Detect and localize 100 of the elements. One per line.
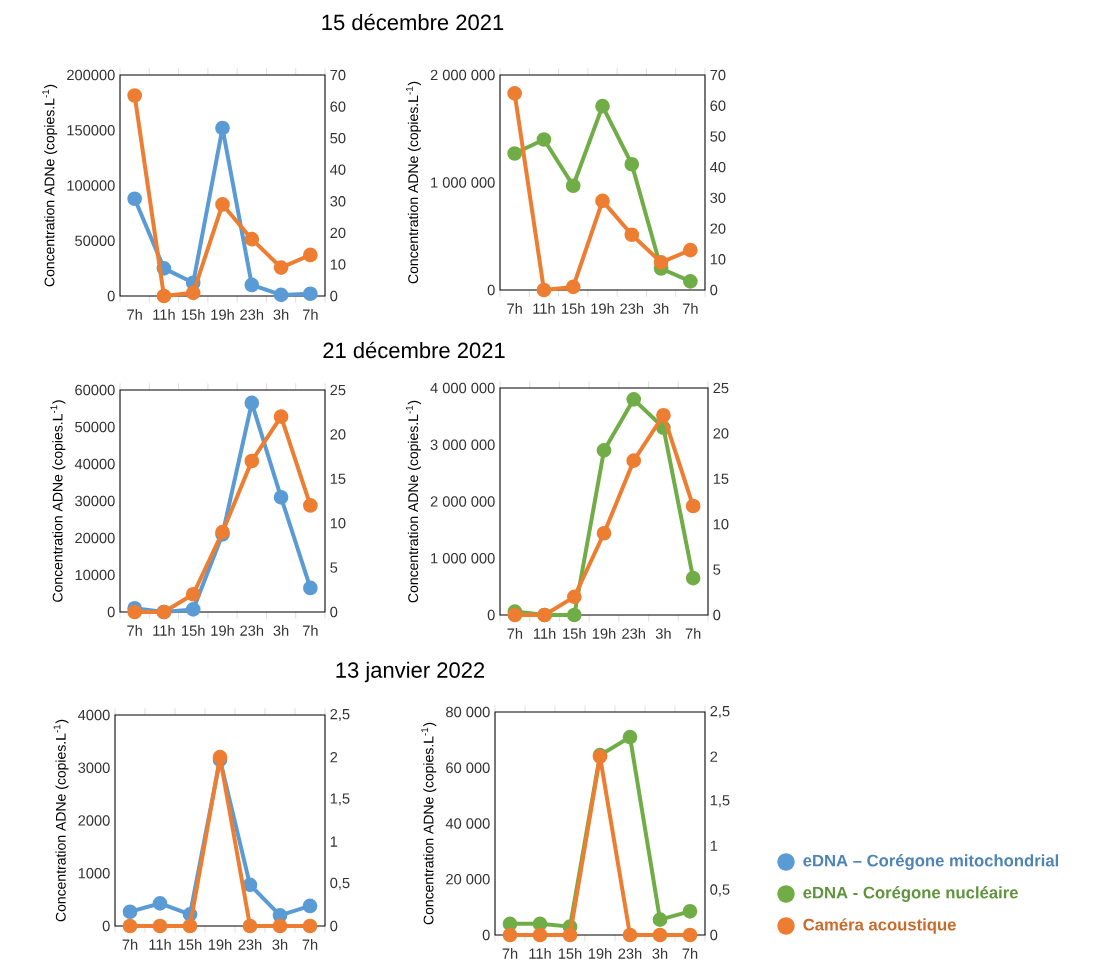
x-tick-label: 3h [272,939,288,950]
y2-tick-label: 10 [330,518,346,529]
y2-tick-label: 30 [330,196,346,207]
x-tick-label: 23h [620,303,644,314]
y2-tick-label: 60 [710,100,726,111]
y-tick-label: 1 000 000 [431,177,495,188]
x-tick-label: 15h [563,628,586,639]
y2-tick-label: 0 [330,290,338,302]
x-tick-label: 7h [302,939,318,950]
y-tick-label: 50000 [75,421,115,433]
y2-tick-label: 2 [330,752,338,763]
y2-tick-label: 0 [710,929,718,941]
y-tick-label: 2 000 000 [430,496,495,507]
y-axis-title: Concentration ADNe (copies.L$^{-1}$) [50,400,66,602]
y2-tick-label: 40 [710,161,726,173]
y-tick-label: 0 [482,929,490,941]
y-tick-label: 200000 [67,69,115,81]
y2-tick-label: 70 [710,69,726,81]
y2-tick-label: 15 [713,473,729,484]
y2-tick-label: 1,5 [710,795,730,808]
x-tick-label: 19h [211,625,234,636]
x-tick-label: 7h [302,309,318,320]
y-tick-label: 4 000 000 [430,382,495,394]
y2-tick-label: 15 [330,473,346,484]
y-tick-label: 0 [107,290,115,302]
y2-tick-label: 0 [710,284,718,296]
legend-label: eDNA - Corégone nucléaire [803,886,1018,902]
x-tick-label: 3h [273,309,289,320]
x-tick-label: 11h [529,948,551,959]
y2-tick-label: 0 [330,606,338,618]
x-tick-label: 3h [652,948,668,959]
x-tick-label: 19h [591,303,614,314]
y-tick-label: 4000 [78,709,110,721]
y2-tick-label: 5 [330,562,338,573]
x-tick-label: 7h [682,303,698,314]
x-tick-label: 15h [182,625,205,636]
y2-tick-label: 50 [710,131,726,142]
x-tick-label: 3h [655,628,671,639]
y-tick-label: 150000 [67,125,115,136]
x-tick-label: 7h [685,628,701,639]
y2-tick-label: 0 [330,920,338,932]
x-tick-label: 23h [622,628,645,639]
x-tick-label: 15h [558,948,582,959]
y-tick-label: 80 000 [446,706,490,718]
y2-tick-label: 20 [710,223,726,234]
x-tick-label: 15h [562,303,585,314]
x-tick-label: 23h [238,939,262,950]
y-tick-label: 20000 [75,532,115,544]
y-tick-label: 60 000 [446,762,490,773]
y-tick-label: 0 [487,284,495,296]
y-tick-label: 20 000 [446,874,490,885]
y2-tick-label: 50 [330,132,346,144]
y2-tick-label: 0 [713,609,721,621]
x-tick-label: 7h [507,628,523,639]
y2-tick-label: 2,5 [710,705,730,719]
x-tick-label: 19h [211,309,234,320]
y-tick-label: 0 [102,920,110,932]
y2-tick-label: 0,5 [330,877,350,890]
y-tick-label: 100000 [67,180,115,191]
x-tick-label: 11h [153,625,175,636]
y2-tick-label: 10 [710,254,726,265]
y-tick-label: 0 [487,609,495,621]
x-tick-label: 7h [682,948,698,959]
x-tick-label: 7h [507,303,522,314]
x-tick-label: 7h [127,309,142,320]
y-tick-label: 30000 [75,495,115,507]
x-tick-label: 23h [618,948,642,959]
text: 21 décembre 2021 [323,341,505,359]
y-axis-title: Concentration ADNe (copies.L$^{-1}$) [405,400,421,603]
y2-tick-label: 0,5 [710,884,730,897]
x-tick-label: 19h [588,948,612,959]
y-tick-label: 1000 [78,868,110,879]
y2-tick-label: 10 [330,259,346,270]
x-tick-label: 19h [208,939,232,950]
y2-tick-label: 1,5 [330,793,350,806]
x-tick-label: 11h [153,309,175,320]
x-tick-label: 23h [240,309,264,320]
y-tick-label: 0 [107,606,115,618]
y-tick-label: 40000 [74,458,115,470]
y2-tick-label: 25 [330,384,346,396]
x-tick-label: 15h [178,939,202,950]
y2-tick-label: 1 [710,840,718,851]
y-axis-title: Concentration ADNe (copies.L$^{-1}$) [421,722,437,925]
y2-tick-label: 20 [330,429,346,440]
y2-tick-label: 30 [710,192,726,204]
legend-label: eDNA – Corégone mitochondrial [803,854,1059,870]
y2-tick-label: 2,5 [330,708,350,722]
y-tick-label: 60000 [75,384,115,396]
x-tick-label: 19h [592,628,616,639]
x-tick-label: 7h [127,625,142,636]
y-tick-label: 3000 [78,762,110,773]
x-tick-label: 7h [302,625,318,636]
y2-tick-label: 60 [330,101,346,112]
y2-tick-label: 2 [710,751,718,762]
x-tick-label: 23h [240,625,264,636]
y-axis-title: Concentration ADNe (copies.L$^{-1}$) [42,84,58,287]
y2-tick-label: 1 [330,836,338,847]
y-tick-label: 2000 [78,815,110,826]
y-tick-label: 10000 [75,569,115,581]
x-tick-label: 11h [534,628,556,639]
